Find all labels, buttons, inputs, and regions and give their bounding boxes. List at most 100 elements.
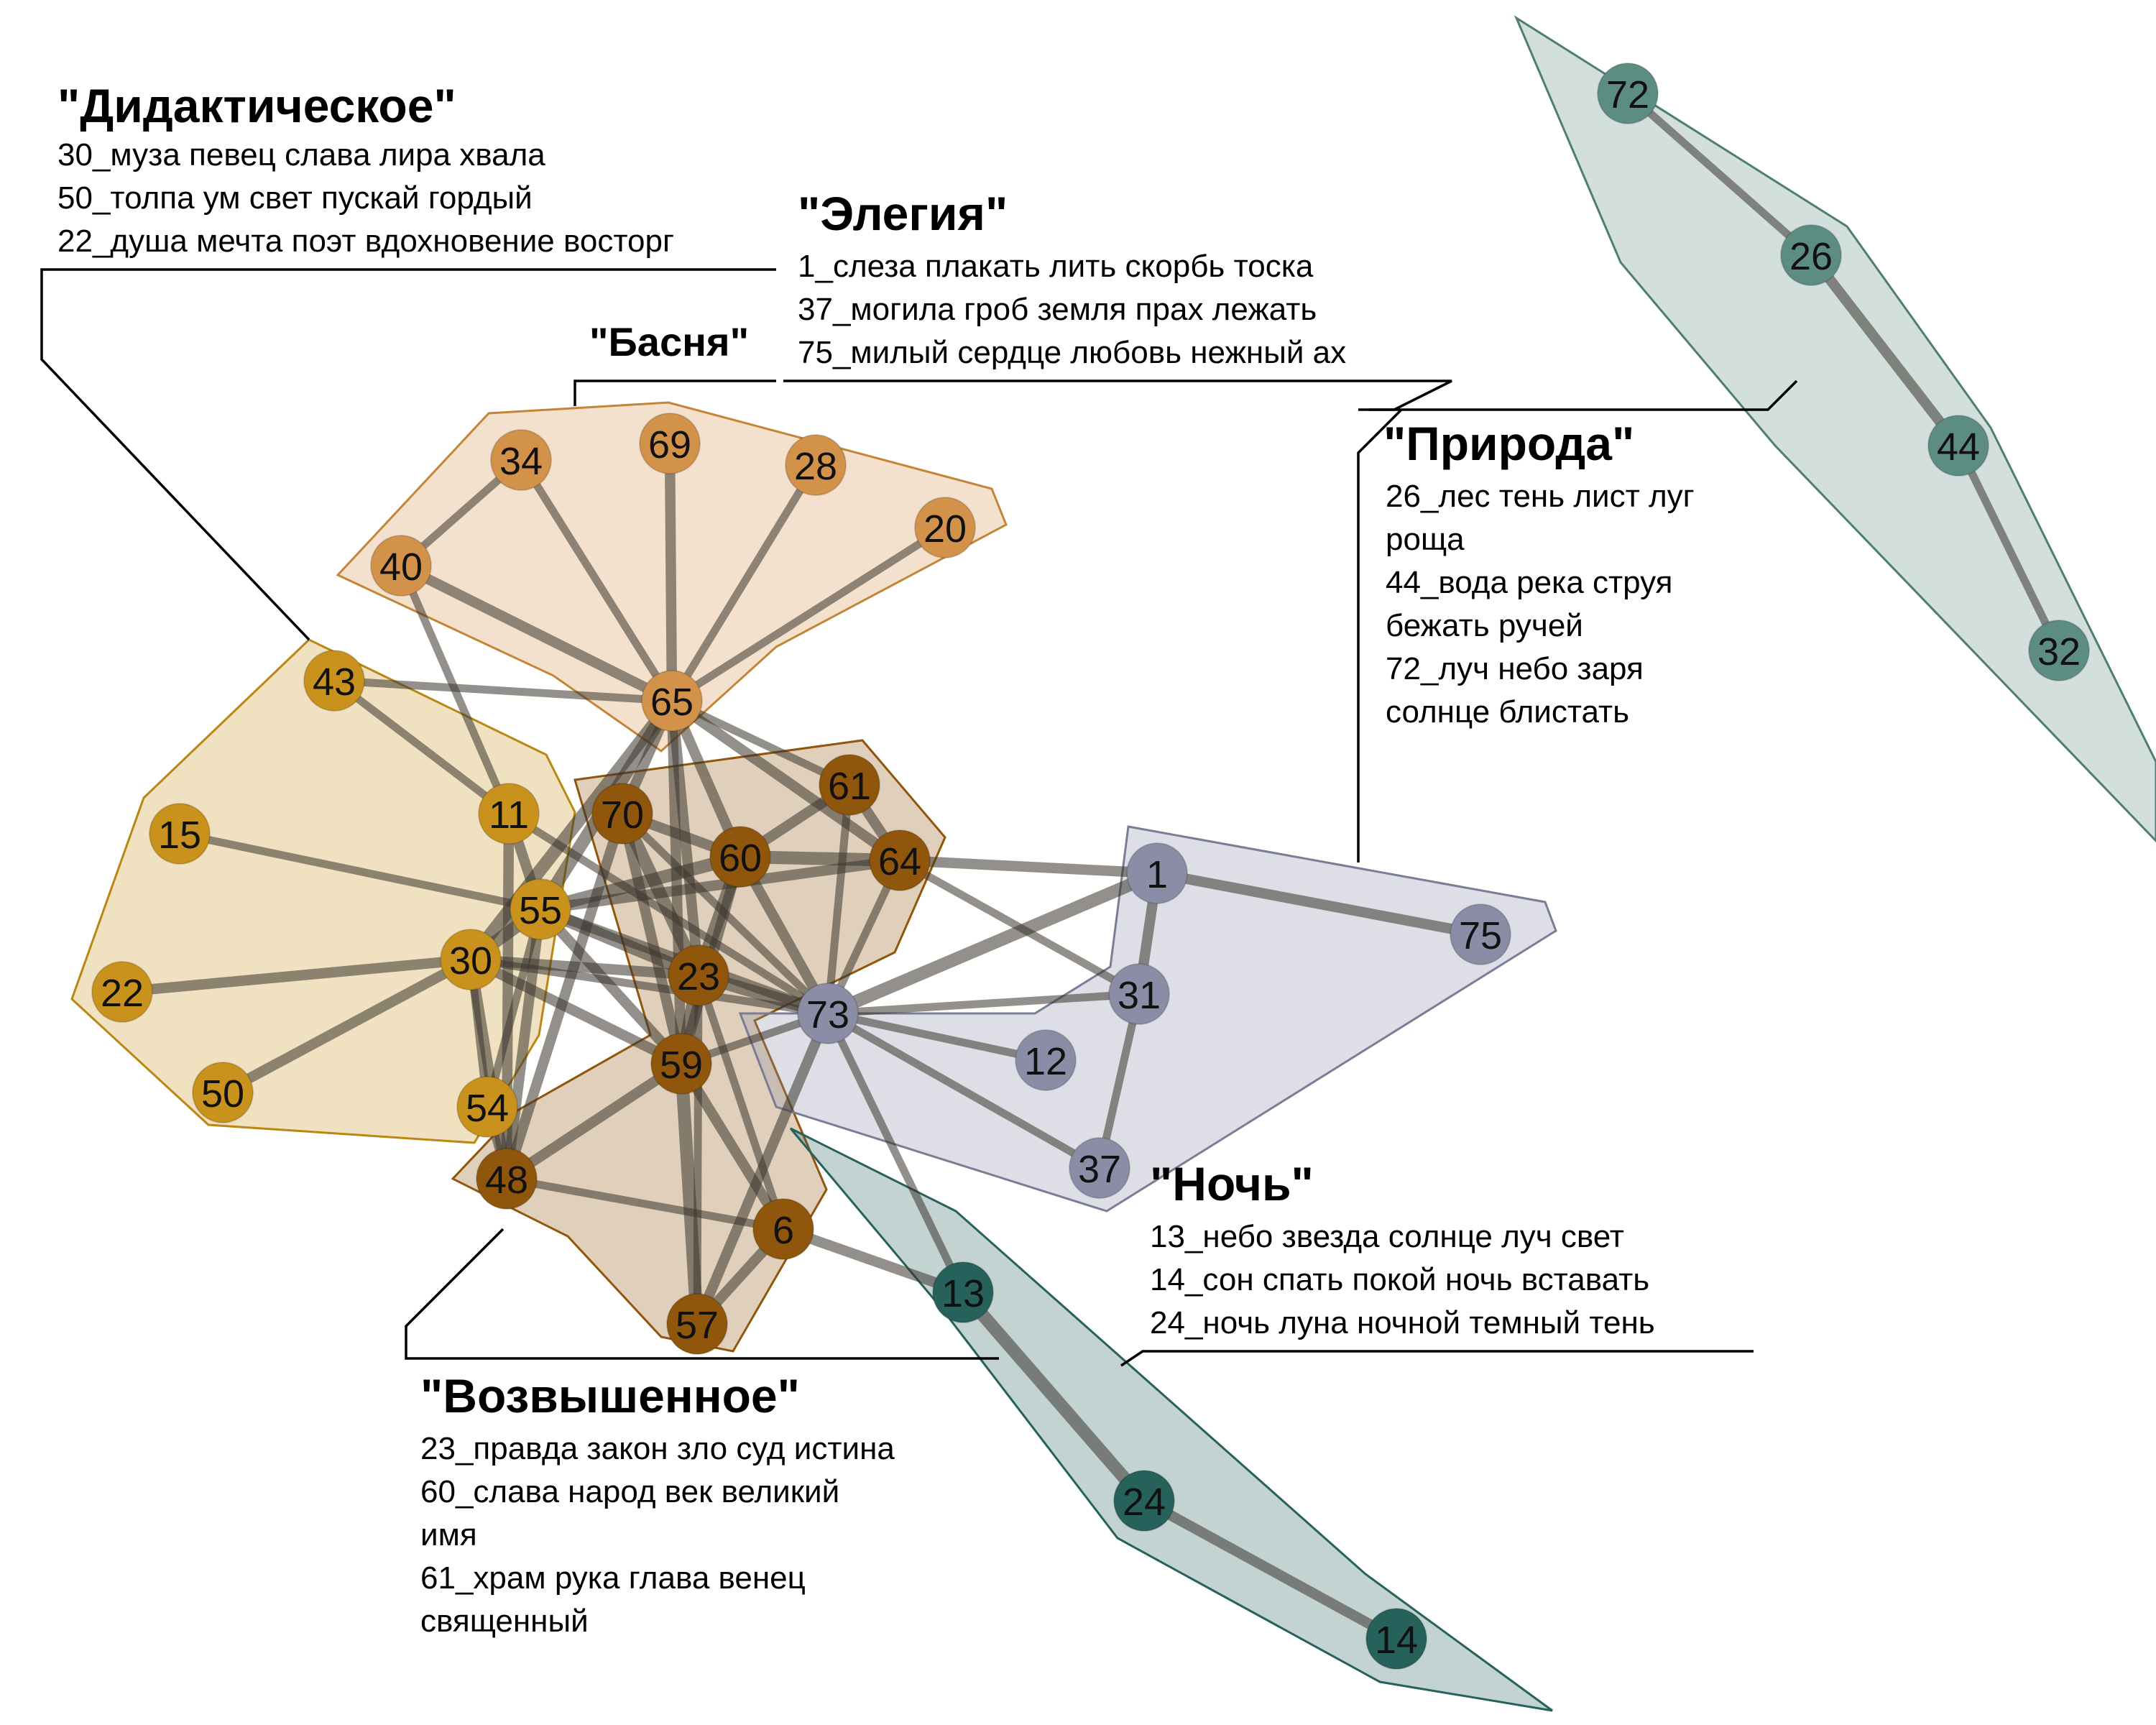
node-label-15: 15 — [158, 814, 201, 857]
edge-30-48 — [465, 954, 512, 1184]
node-circle-61 — [819, 754, 880, 816]
node-26: 26 — [1780, 224, 1842, 286]
edge-73-12 — [824, 1009, 1050, 1064]
node-label-37: 37 — [1078, 1148, 1121, 1191]
node-20: 20 — [914, 497, 976, 558]
node-label-28: 28 — [794, 445, 837, 488]
node-label-23: 23 — [677, 955, 720, 998]
didactic-line-2: 50_толпа ум свет пускай гордый — [57, 180, 533, 216]
sublime-line-4: 61_храм рука глава венец — [420, 1560, 806, 1596]
node-circle-13 — [932, 1261, 994, 1323]
node-label-65: 65 — [650, 681, 694, 724]
node-48: 48 — [476, 1148, 538, 1210]
node-57: 57 — [666, 1293, 728, 1355]
node-circle-11 — [478, 783, 540, 845]
nature-line-5: 72_луч небо заря — [1386, 651, 1644, 686]
node-circle-37 — [1069, 1137, 1130, 1199]
night-title: "Ночь" — [1150, 1157, 1314, 1210]
edge-43-11 — [330, 676, 513, 818]
node-label-30: 30 — [449, 939, 492, 983]
elegy-line-2: 37_могила гроб земля прах лежать — [798, 292, 1317, 327]
nature-line-4: бежать ручей — [1386, 608, 1583, 643]
edge-22-30 — [116, 954, 476, 998]
node-75: 75 — [1450, 903, 1511, 965]
node-circle-65 — [641, 670, 703, 732]
nodes: 1 6 11 12 13 14 15 20 22 23 24 26 28 30 31 32 34 37 40 43 44… — [91, 63, 2090, 1670]
didactic-title: "Дидактическое" — [57, 79, 456, 132]
edge-20-65 — [668, 523, 949, 705]
edge-6-23 — [694, 971, 788, 1233]
edge-13-24 — [957, 1286, 1151, 1507]
node-12: 12 — [1015, 1029, 1077, 1091]
node-43: 43 — [303, 650, 365, 712]
edge-64-1 — [894, 855, 1163, 879]
node-label-60: 60 — [719, 837, 762, 880]
node-circle-75 — [1450, 903, 1511, 965]
node-label-72: 72 — [1606, 73, 1649, 116]
nature-line-6: солнце блистать — [1386, 694, 1629, 730]
node-circle-50 — [192, 1062, 254, 1123]
edge-73-57 — [691, 1008, 834, 1330]
node-31: 31 — [1108, 963, 1170, 1025]
node-40: 40 — [370, 535, 432, 597]
sublime-line-2: 60_слава народ век великий — [420, 1474, 839, 1509]
node-11: 11 — [478, 783, 540, 845]
node-circle-12 — [1015, 1029, 1077, 1091]
node-label-14: 14 — [1375, 1619, 1418, 1662]
node-circle-31 — [1108, 963, 1170, 1025]
node-circle-24 — [1113, 1470, 1175, 1532]
edge-44-32 — [1954, 441, 2063, 655]
node-label-75: 75 — [1459, 914, 1502, 957]
night-cluster-hull — [789, 1127, 1553, 1712]
edge-73-1 — [821, 867, 1164, 1020]
node-label-1: 1 — [1146, 853, 1168, 896]
edge-15-55 — [175, 829, 545, 914]
node-label-48: 48 — [485, 1159, 528, 1202]
edge-65-61 — [668, 696, 854, 789]
node-label-34: 34 — [499, 440, 543, 483]
night-line-3: 24_ночь луна ночной темный тень — [1150, 1305, 1655, 1340]
edge-30-73 — [466, 955, 832, 1018]
node-54: 54 — [456, 1076, 518, 1138]
node-label-50: 50 — [201, 1072, 244, 1116]
didactic-leader-line — [40, 268, 776, 641]
node-55: 55 — [510, 878, 571, 940]
edge-24-14 — [1138, 1495, 1402, 1644]
edge-43-65 — [330, 676, 676, 705]
didactic-line-1: 30_муза певец слава лира хвала — [57, 137, 545, 172]
edge-1-75 — [1151, 868, 1486, 940]
node-label-32: 32 — [2037, 630, 2081, 673]
cluster-labels: "Дидактическое" 30_муза певец слава лира… — [57, 79, 1695, 1639]
node-label-40: 40 — [379, 546, 423, 589]
fable-leader-line — [573, 380, 776, 406]
edge-73-37 — [824, 1009, 1104, 1172]
node-circle-43 — [303, 650, 365, 712]
node-69: 69 — [639, 413, 701, 474]
node-circle-26 — [1780, 224, 1842, 286]
node-30: 30 — [440, 929, 502, 990]
node-circle-44 — [1927, 415, 1989, 477]
node-28: 28 — [785, 434, 847, 496]
node-37: 37 — [1069, 1137, 1130, 1199]
node-circle-34 — [490, 429, 552, 491]
node-circle-57 — [666, 1293, 728, 1355]
node-circle-6 — [752, 1198, 814, 1260]
node-circle-23 — [668, 944, 729, 1006]
edge-40-65 — [395, 560, 678, 707]
node-label-44: 44 — [1937, 426, 1980, 469]
node-circle-72 — [1597, 63, 1659, 124]
node-label-6: 6 — [773, 1209, 794, 1252]
nature-title: "Природа" — [1383, 417, 1634, 470]
nature-leader-line — [1369, 380, 1798, 411]
node-label-73: 73 — [806, 993, 849, 1036]
node-label-61: 61 — [828, 765, 871, 808]
sublime-line-3: имя — [420, 1517, 477, 1552]
edge-65-59 — [666, 695, 687, 1070]
edge-65-64 — [666, 695, 906, 866]
node-circle-15 — [149, 803, 211, 865]
elegy-line-3: 75_милый сердце любовь нежный ах — [798, 335, 1346, 370]
leader-lines — [40, 268, 1798, 1367]
node-circle-64 — [869, 829, 931, 891]
node-1: 1 — [1126, 842, 1188, 904]
node-64: 64 — [869, 829, 931, 891]
